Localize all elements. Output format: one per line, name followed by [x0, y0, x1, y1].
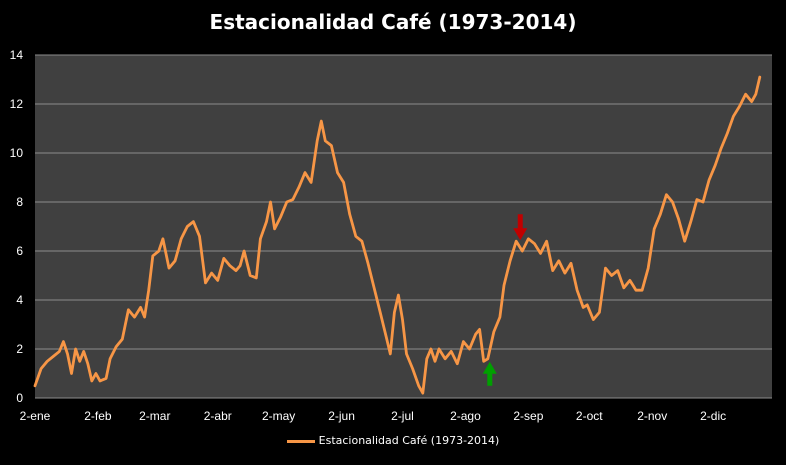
- x-tick-label-2-mar: 2-mar: [139, 409, 170, 423]
- y-tick-label-0: 0: [16, 391, 23, 405]
- legend-label: Estacionalidad Café (1973-2014): [318, 434, 500, 447]
- x-tick-label-2-feb: 2-feb: [84, 409, 112, 423]
- y-tick-label-12: 12: [10, 97, 24, 111]
- y-tick-label-4: 4: [16, 293, 23, 307]
- plot-area: [35, 55, 772, 398]
- x-tick-label-2-ago: 2-ago: [450, 409, 481, 423]
- y-tick-label-14: 14: [10, 48, 24, 62]
- x-tick-label-2-dic: 2-dic: [700, 409, 726, 423]
- y-tick-label-6: 6: [16, 244, 23, 258]
- x-tick-label-2-may: 2-may: [262, 409, 295, 423]
- x-tick-label-2-sep: 2-sep: [513, 409, 543, 423]
- x-tick-label-2-nov: 2-nov: [637, 409, 667, 423]
- arrow-down-icon: [513, 214, 528, 241]
- chart-title: Estacionalidad Café (1973-2014): [209, 10, 577, 34]
- x-tick-label-2-oct: 2-oct: [576, 409, 603, 423]
- x-tick-label-2-jun: 2-jun: [328, 409, 355, 423]
- x-tick-label-2-abr: 2-abr: [204, 409, 232, 423]
- x-tick-label-2-ene: 2-ene: [20, 409, 51, 423]
- legend-swatch: [286, 439, 315, 443]
- arrow-up-icon: [482, 361, 497, 386]
- y-tick-label-8: 8: [16, 195, 23, 209]
- legend: Estacionalidad Café (1973-2014): [0, 434, 786, 447]
- y-tick-label-2: 2: [16, 342, 23, 356]
- series-line-0: [33, 75, 762, 395]
- y-tick-label-10: 10: [10, 146, 24, 160]
- x-tick-label-2-jul: 2-jul: [391, 409, 414, 423]
